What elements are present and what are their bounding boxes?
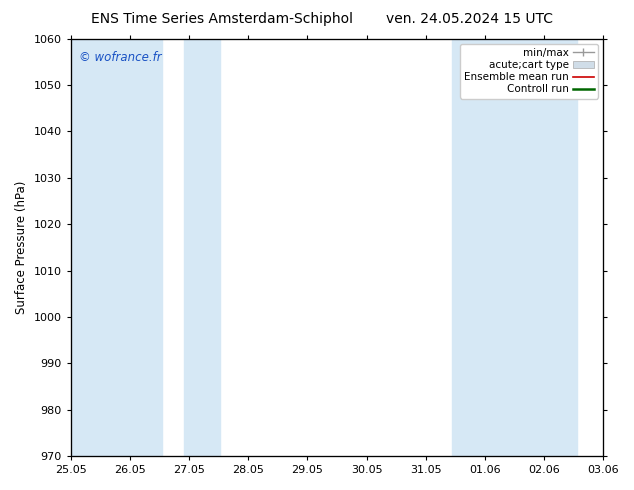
Bar: [184, 39, 220, 456]
Text: © wofrance.fr: © wofrance.fr: [79, 51, 161, 64]
Bar: [626, 39, 634, 456]
Text: ven. 24.05.2024 15 UTC: ven. 24.05.2024 15 UTC: [385, 12, 553, 26]
Text: ENS Time Series Amsterdam-Schiphol: ENS Time Series Amsterdam-Schiphol: [91, 12, 353, 26]
Bar: [512, 39, 576, 456]
Bar: [452, 39, 517, 456]
Legend: min/max, acute;cart type, Ensemble mean run, Controll run: min/max, acute;cart type, Ensemble mean …: [460, 44, 598, 98]
Y-axis label: Surface Pressure (hPa): Surface Pressure (hPa): [15, 181, 28, 314]
Bar: [71, 39, 162, 456]
